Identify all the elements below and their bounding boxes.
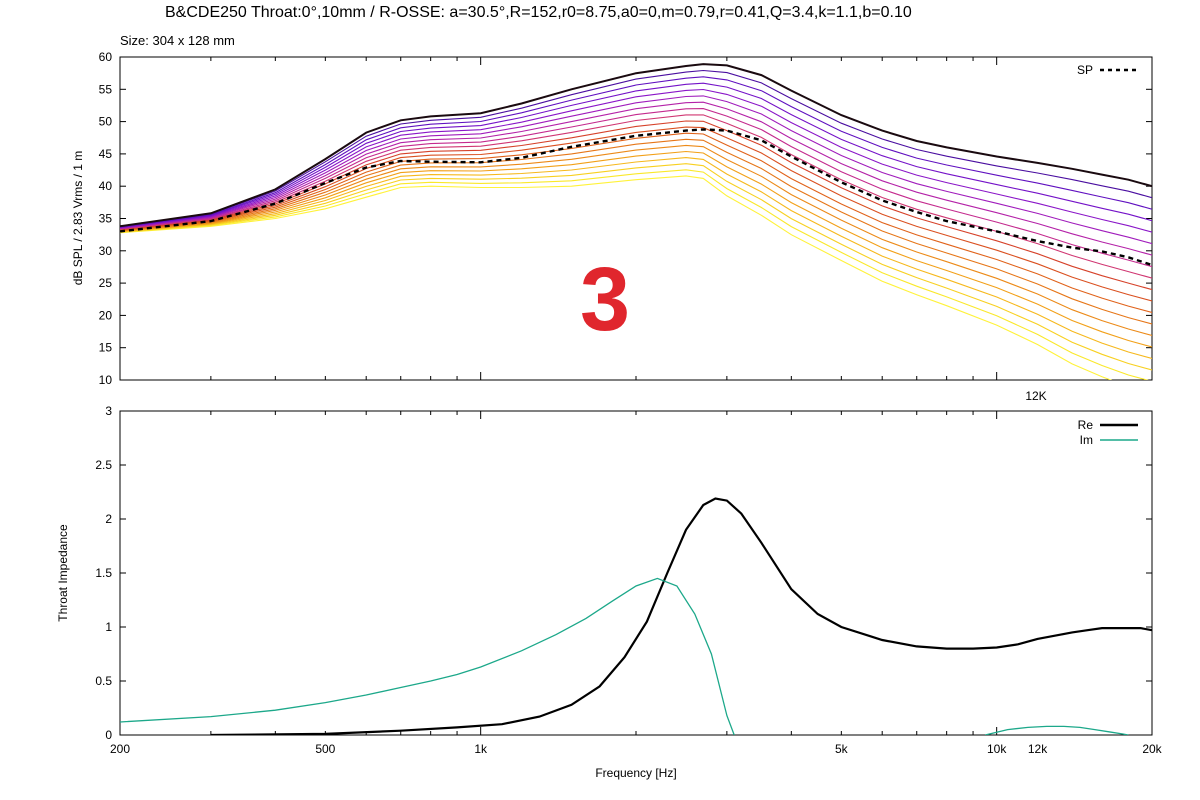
spl-y-tick-label: 40 [99, 179, 113, 193]
spl-y-tick-label: 60 [99, 50, 113, 64]
legend-label-re: Re [1078, 418, 1094, 432]
impedance-series [120, 497, 1152, 735]
spl-y-tick-label: 25 [99, 276, 113, 290]
spl-curve [120, 157, 1152, 360]
spl-y-tick-label: 55 [99, 82, 113, 96]
spl-y-tick-label: 20 [99, 308, 113, 322]
spl-y-tick-label: 50 [99, 115, 113, 129]
impedance-y-tick-label: 3 [105, 404, 112, 418]
impedance-x-tick-label: 10k [987, 742, 1007, 756]
spl-curve [120, 163, 1152, 371]
spl-curve [120, 138, 1152, 325]
impedance-x-tick-label: 20k [1142, 742, 1162, 756]
spl-curve [120, 144, 1152, 337]
spl-legend: SP [1077, 63, 1138, 77]
impedance-y-tick-label: 0 [105, 728, 112, 742]
spl-y-tick-label: 35 [99, 212, 113, 226]
impedance-x-tick-label: 12k [1028, 742, 1048, 756]
impedance-x-tick-label: 200 [110, 742, 130, 756]
spl-curve-family [120, 63, 1152, 380]
spl-curve [120, 120, 1152, 291]
spl-y-tick-label: 45 [99, 147, 113, 161]
spl-curve [120, 108, 1152, 268]
impedance-x-tick-label: 5k [835, 742, 849, 756]
spl-curve [120, 63, 1152, 228]
spl-x-ticks [119, 57, 1153, 380]
spl-curve [120, 175, 1113, 380]
spl-curve [120, 95, 1152, 245]
spl-panel: 10 15 20 25 30 35 40 45 50 55 60 dB SPL / 2.83 Vrm… [71, 50, 1153, 403]
impedance-plot-frame [119, 410, 1153, 736]
legend-label-sp: SP [1077, 63, 1093, 77]
chart-subtitle: Size: 304 x 128 mm [120, 33, 235, 48]
spl-curve [120, 82, 1152, 228]
spl-curve [120, 101, 1152, 256]
impedance-y-tick-label: 2.5 [95, 458, 112, 472]
spl-curve [120, 169, 1149, 380]
spl-curve [120, 76, 1152, 228]
spl-y-tick-label: 10 [99, 373, 113, 387]
sp-dashed-line [120, 128, 1152, 267]
annotation-12k: 12K [1025, 389, 1046, 403]
impedance-x-ticks: 200 500 1k 5k 10k 12k 20k [110, 411, 1163, 756]
spl-y-tick-label: 15 [99, 341, 113, 355]
impedance-y-tick-label: 1 [105, 620, 112, 634]
spl-curve [120, 114, 1152, 279]
legend-label-im: Im [1080, 433, 1093, 447]
spl-y-axis-label: dB SPL / 2.83 Vrms / 1 m [71, 151, 85, 286]
impedance-y-axis-label: Throat Impedance [56, 524, 70, 622]
impedance-panel: 0 0.5 1 1.5 2 2.5 3 200 500 1k 5k 10k 12k 20k Throat… [56, 404, 1163, 780]
frequency-axis-label: Frequency [Hz] [595, 766, 676, 780]
impedance-y-ticks: 0 0.5 1 1.5 2 2.5 3 [95, 404, 1152, 742]
chart-title: B&CDE250 Throat:0°,10mm / R-OSSE: a=30.5… [165, 4, 912, 21]
sp-series [120, 128, 1152, 267]
impedance-x-tick-label: 500 [315, 742, 335, 756]
spl-curve [120, 69, 1152, 228]
impedance-y-tick-label: 0.5 [95, 674, 112, 688]
im-line-hf [985, 725, 1129, 735]
impedance-x-tick-label: 1k [474, 742, 488, 756]
impedance-y-tick-label: 1.5 [95, 566, 112, 580]
spl-curve [120, 132, 1152, 314]
spl-y-tick-label: 30 [99, 244, 113, 258]
impedance-legend: Re Im [1078, 418, 1138, 447]
spl-curve [120, 150, 1152, 348]
im-line [120, 577, 735, 735]
impedance-y-tick-label: 2 [105, 512, 112, 526]
overlay-number-3: 3 [580, 250, 630, 350]
spl-curve [120, 88, 1152, 233]
spl-y-ticks: 10 15 20 25 30 35 40 45 50 55 60 [99, 50, 1152, 387]
re-line [210, 497, 1152, 735]
